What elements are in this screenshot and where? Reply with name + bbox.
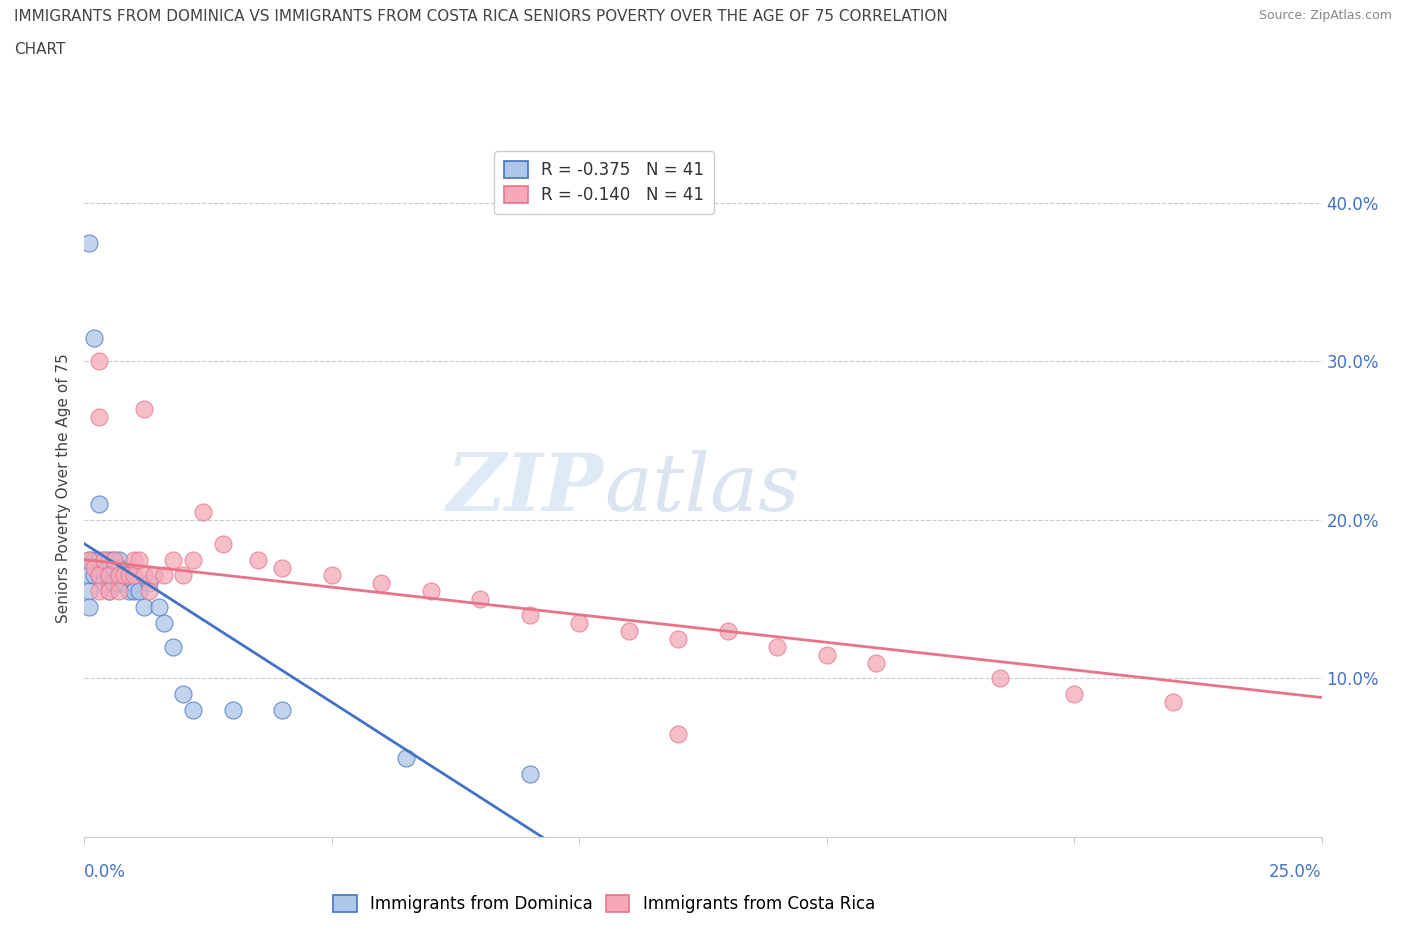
Point	[83, 568, 105, 583]
Point	[79, 600, 101, 615]
Text: CHART: CHART	[14, 42, 66, 57]
Point	[152, 568, 174, 583]
Point	[103, 552, 125, 567]
Point	[89, 568, 111, 583]
Point	[152, 616, 174, 631]
Point	[108, 584, 131, 599]
Point	[766, 639, 789, 654]
Point	[181, 552, 204, 567]
Point	[419, 584, 441, 599]
Point	[470, 591, 492, 606]
Point	[118, 568, 141, 583]
Point	[988, 671, 1011, 686]
Legend: Immigrants from Dominica, Immigrants from Costa Rica: Immigrants from Dominica, Immigrants fro…	[326, 888, 882, 920]
Point	[89, 354, 111, 369]
Point	[118, 584, 141, 599]
Point	[138, 576, 160, 591]
Point	[108, 560, 131, 575]
Point	[212, 537, 235, 551]
Point	[103, 560, 125, 575]
Text: atlas: atlas	[605, 449, 800, 527]
Point	[89, 568, 111, 583]
Point	[79, 568, 101, 583]
Point	[103, 576, 125, 591]
Point	[79, 235, 101, 250]
Point	[83, 552, 105, 567]
Point	[118, 568, 141, 583]
Point	[103, 552, 125, 567]
Point	[568, 616, 591, 631]
Point	[98, 552, 121, 567]
Point	[122, 576, 145, 591]
Point	[128, 552, 150, 567]
Point	[666, 726, 689, 741]
Point	[222, 703, 245, 718]
Text: ZIP: ZIP	[447, 449, 605, 527]
Point	[79, 552, 101, 567]
Point	[89, 497, 111, 512]
Point	[1063, 687, 1085, 702]
Point	[108, 552, 131, 567]
Point	[79, 584, 101, 599]
Point	[79, 552, 101, 567]
Point	[89, 584, 111, 599]
Point	[108, 576, 131, 591]
Point	[132, 568, 155, 583]
Point	[142, 568, 165, 583]
Point	[666, 631, 689, 646]
Point	[138, 584, 160, 599]
Y-axis label: Seniors Poverty Over the Age of 75: Seniors Poverty Over the Age of 75	[56, 353, 72, 623]
Point	[112, 568, 135, 583]
Point	[395, 751, 418, 765]
Point	[98, 576, 121, 591]
Point	[93, 576, 115, 591]
Point	[321, 568, 343, 583]
Point	[93, 568, 115, 583]
Point	[181, 703, 204, 718]
Text: 25.0%: 25.0%	[1270, 863, 1322, 881]
Point	[98, 568, 121, 583]
Point	[162, 639, 184, 654]
Point	[271, 703, 294, 718]
Point	[98, 584, 121, 599]
Point	[98, 568, 121, 583]
Text: Source: ZipAtlas.com: Source: ZipAtlas.com	[1258, 9, 1392, 22]
Point	[83, 560, 105, 575]
Point	[98, 560, 121, 575]
Point	[132, 600, 155, 615]
Point	[1161, 695, 1184, 710]
Point	[271, 560, 294, 575]
Point	[865, 655, 887, 670]
Point	[617, 623, 640, 638]
Point	[815, 647, 838, 662]
Point	[172, 687, 194, 702]
Text: IMMIGRANTS FROM DOMINICA VS IMMIGRANTS FROM COSTA RICA SENIORS POVERTY OVER THE : IMMIGRANTS FROM DOMINICA VS IMMIGRANTS F…	[14, 9, 948, 24]
Point	[93, 552, 115, 567]
Point	[108, 568, 131, 583]
Point	[122, 568, 145, 583]
Point	[519, 607, 541, 622]
Point	[83, 330, 105, 345]
Point	[519, 766, 541, 781]
Point	[717, 623, 740, 638]
Point	[93, 552, 115, 567]
Point	[246, 552, 269, 567]
Point	[128, 584, 150, 599]
Point	[172, 568, 194, 583]
Point	[112, 576, 135, 591]
Point	[132, 402, 155, 417]
Point	[89, 409, 111, 424]
Point	[370, 576, 392, 591]
Point	[89, 552, 111, 567]
Point	[122, 584, 145, 599]
Point	[122, 552, 145, 567]
Text: 0.0%: 0.0%	[84, 863, 127, 881]
Point	[98, 584, 121, 599]
Point	[191, 505, 214, 520]
Point	[112, 568, 135, 583]
Point	[162, 552, 184, 567]
Point	[148, 600, 170, 615]
